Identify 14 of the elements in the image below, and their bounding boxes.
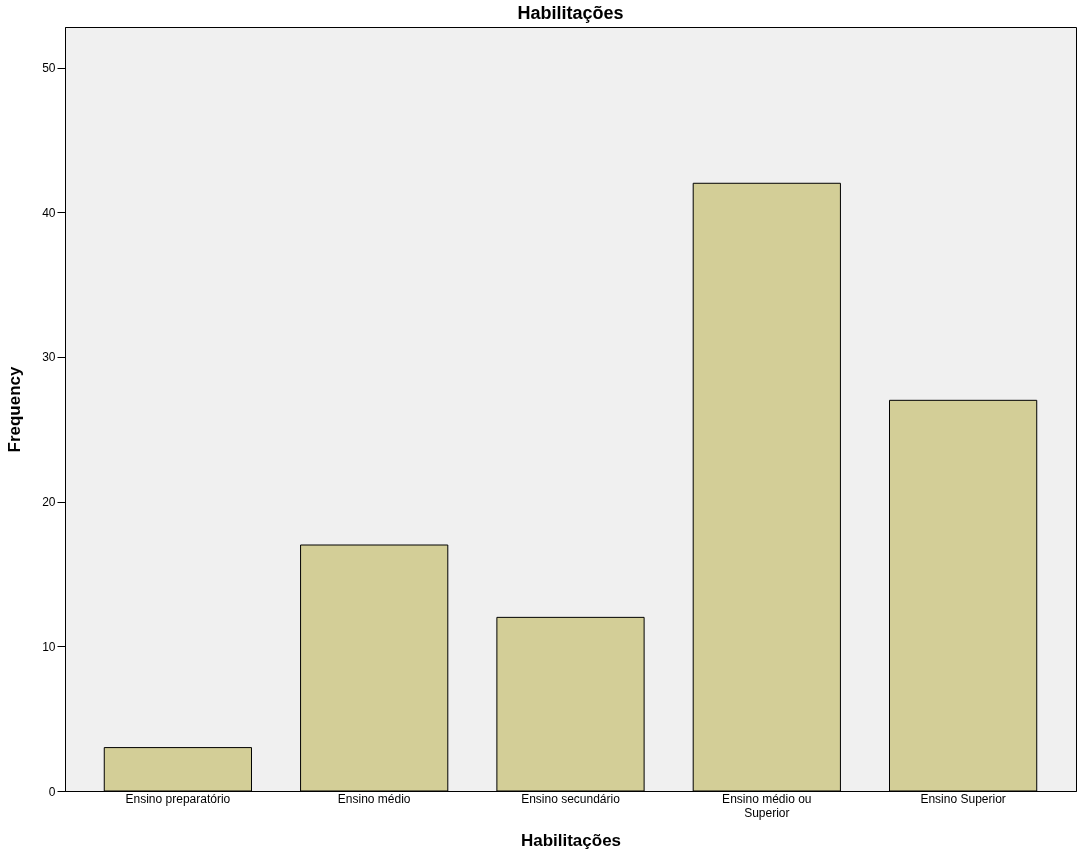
x-tick-label: Ensino médio [337, 791, 411, 806]
y-tick-label: 50 [42, 61, 56, 76]
x-tick-label: Ensino médio ou Superior [722, 791, 812, 820]
y-tick-label: 0 [48, 784, 56, 799]
x-tick-label: Ensino preparatório [125, 791, 231, 806]
y-tick-label: 40 [42, 205, 56, 220]
y-tick-label: 20 [42, 495, 56, 510]
x-tick-label: Ensino Superior [920, 791, 1006, 806]
y-axis-title: Frequency [5, 365, 25, 453]
chart-title: Habilitações [517, 3, 624, 23]
x-tick-label: Ensino secundário [521, 791, 621, 806]
x-axis-title: Habilitações [520, 830, 622, 850]
y-tick-label: 30 [42, 350, 56, 365]
y-tick-label: 10 [42, 639, 56, 654]
